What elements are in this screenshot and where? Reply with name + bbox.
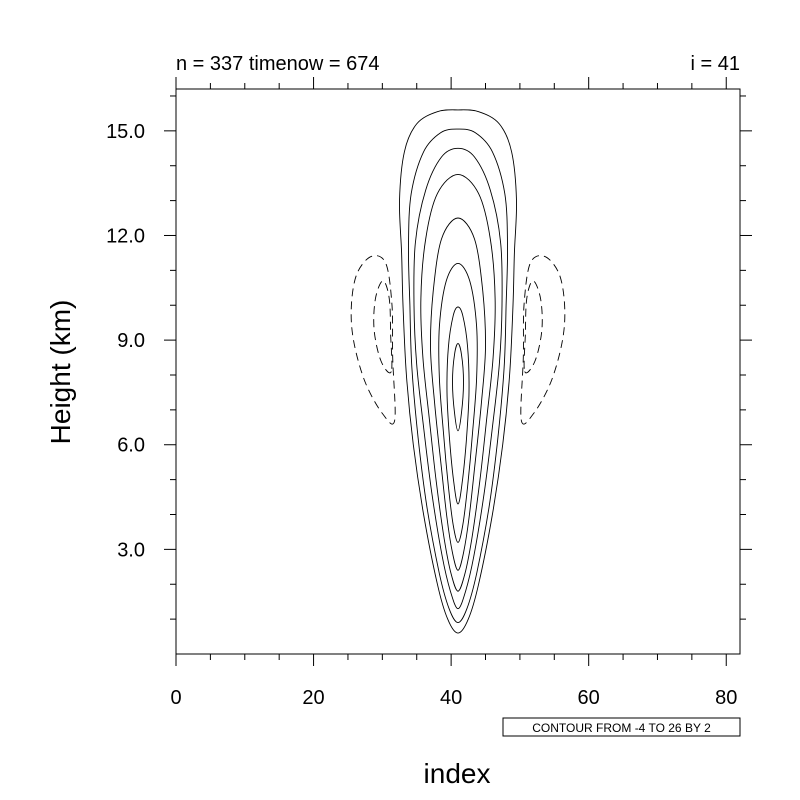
y-tick-labels: 3.0 6.0 9.0 12.0 15.0	[106, 121, 145, 562]
x-tick-label: 60	[578, 687, 600, 709]
contour-line-10	[438, 262, 478, 543]
plot-frame	[175, 88, 741, 655]
contour-lines	[350, 109, 566, 634]
title-left: n = 337 timenow = 674	[176, 53, 379, 75]
y-tick-label: 6.0	[117, 435, 145, 457]
y-axis-label: Height (km)	[45, 300, 76, 445]
y-tick-label: 12.0	[106, 225, 145, 247]
x-tick-label: 40	[440, 687, 462, 709]
contour-line-2	[407, 128, 509, 624]
title-right: i = 41	[691, 53, 740, 75]
contour-line-0	[399, 109, 517, 634]
contour-line-14	[452, 343, 464, 432]
contour-line-neg2	[350, 255, 396, 425]
contour-info-box: CONTOUR FROM -4 TO 26 BY 2	[502, 717, 741, 737]
contour-line-4	[413, 147, 503, 610]
x-tick-label: 0	[170, 687, 181, 709]
contour-line-6	[420, 173, 496, 592]
axis-ticks	[164, 77, 752, 666]
contour-line-12	[446, 306, 470, 505]
contour-line-neg2	[520, 255, 566, 425]
contour-info-label: CONTOUR FROM -4 TO 26 BY 2	[532, 721, 711, 735]
y-tick-label: 15.0	[106, 121, 145, 143]
x-axis-label: index	[424, 758, 491, 789]
y-tick-label: 3.0	[117, 539, 145, 561]
contour-line-8	[430, 217, 486, 571]
contour-line-neg4	[373, 280, 393, 374]
x-tick-label: 20	[302, 687, 324, 709]
x-tick-label: 80	[715, 687, 737, 709]
x-tick-labels: 0 20 40 60 80	[170, 687, 737, 709]
y-tick-label: 9.0	[117, 330, 145, 352]
contour-line-neg4	[523, 280, 543, 374]
